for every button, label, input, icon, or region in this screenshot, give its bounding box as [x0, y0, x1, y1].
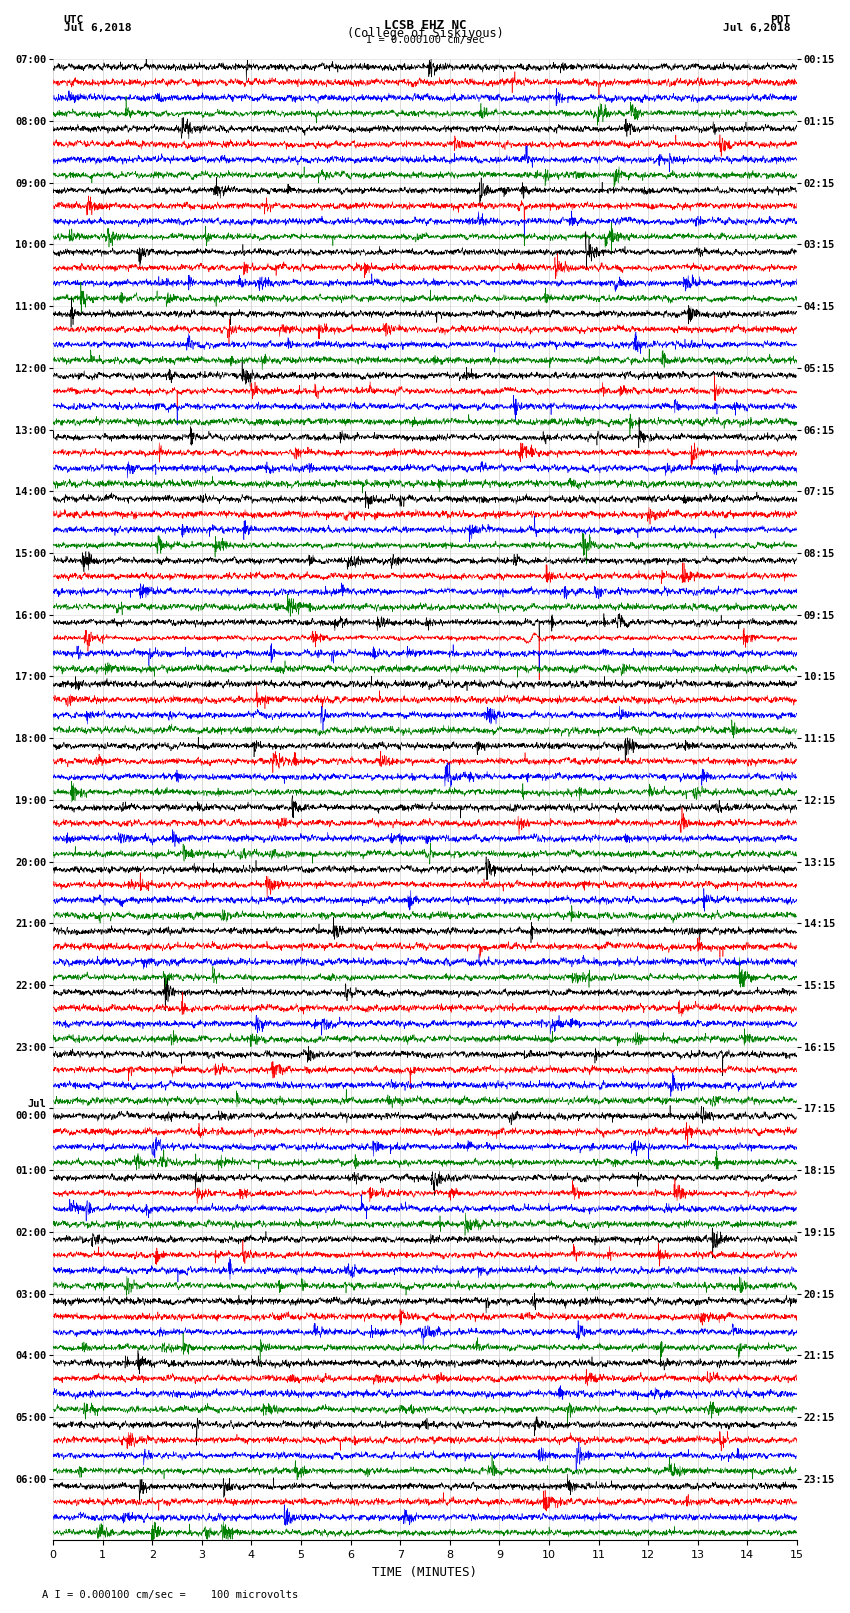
Text: Jul 6,2018: Jul 6,2018 — [64, 23, 131, 32]
Text: LCSB EHZ NC: LCSB EHZ NC — [383, 19, 467, 32]
Text: A I = 0.000100 cm/sec =    100 microvolts: A I = 0.000100 cm/sec = 100 microvolts — [42, 1590, 298, 1600]
Text: (College of Siskiyous): (College of Siskiyous) — [347, 27, 503, 40]
Text: I = 0.000100 cm/sec: I = 0.000100 cm/sec — [366, 35, 484, 45]
Text: UTC: UTC — [64, 15, 84, 24]
X-axis label: TIME (MINUTES): TIME (MINUTES) — [372, 1566, 478, 1579]
Text: PDT: PDT — [770, 15, 790, 24]
Text: Jul 6,2018: Jul 6,2018 — [723, 23, 791, 32]
